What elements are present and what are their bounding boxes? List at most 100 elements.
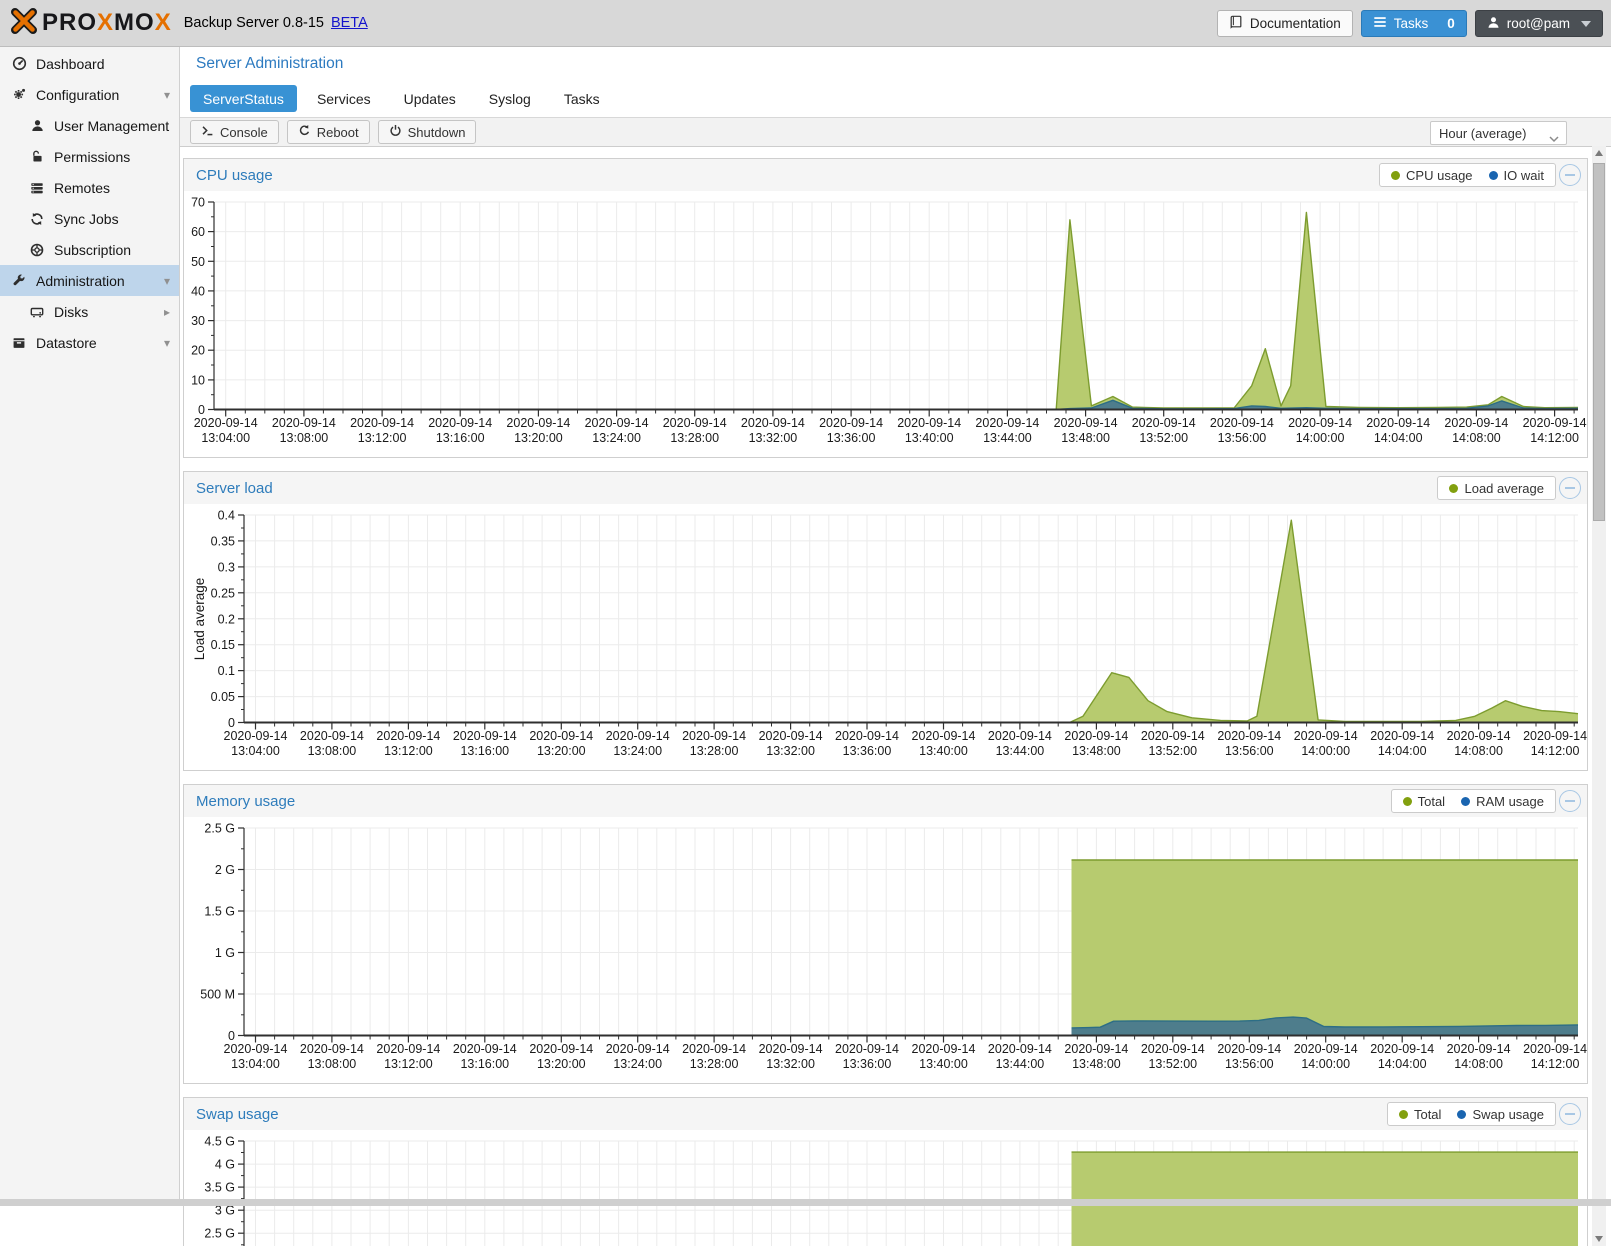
svg-text:13:48:00: 13:48:00 (1061, 431, 1110, 445)
console-button[interactable]: Console (190, 120, 279, 144)
sidebar-item-disks[interactable]: Disks ▸ (0, 296, 179, 327)
svg-text:0.4: 0.4 (218, 509, 235, 523)
legend-item[interactable]: Total (1402, 794, 1445, 809)
sidebar-item-remotes[interactable]: Remotes (0, 172, 179, 203)
svg-text:13:24:00: 13:24:00 (613, 1057, 662, 1071)
svg-text:2020-09-14: 2020-09-14 (376, 1042, 440, 1056)
tab-serverstatus[interactable]: ServerStatus (190, 85, 297, 112)
svg-text:2020-09-14: 2020-09-14 (350, 416, 414, 430)
svg-text:13:52:00: 13:52:00 (1139, 431, 1188, 445)
tab-syslog[interactable]: Syslog (488, 90, 531, 107)
datastore-icon (10, 336, 28, 350)
svg-text:70: 70 (191, 196, 205, 210)
svg-text:2020-09-14: 2020-09-14 (1132, 416, 1196, 430)
scroll-down-button[interactable] (1592, 1232, 1606, 1246)
time-range-select[interactable]: Hour (average) (1430, 121, 1567, 145)
sidebar-item-configuration[interactable]: Configuration ▾ (0, 79, 179, 110)
legend-item[interactable]: Total (1398, 1107, 1441, 1122)
svg-text:20: 20 (191, 344, 205, 358)
tab-services[interactable]: Services (316, 90, 371, 107)
svg-text:2020-09-14: 2020-09-14 (376, 729, 440, 743)
svg-text:2020-09-14: 2020-09-14 (1141, 1042, 1205, 1056)
sidebar-item-permissions[interactable]: Permissions (0, 141, 179, 172)
legend-item[interactable]: CPU usage (1391, 168, 1473, 183)
shutdown-button[interactable]: Shutdown (377, 120, 477, 144)
svg-text:30: 30 (191, 314, 205, 328)
svg-text:14:04:00: 14:04:00 (1374, 431, 1423, 445)
svg-text:0.05: 0.05 (211, 690, 235, 704)
svg-text:14:12:00: 14:12:00 (1531, 744, 1580, 758)
svg-text:0.1: 0.1 (218, 664, 235, 678)
collapse-panel-button[interactable] (1559, 790, 1581, 812)
tab-updates[interactable]: Updates (403, 90, 456, 107)
svg-text:14:00:00: 14:00:00 (1301, 744, 1350, 758)
svg-text:2020-09-14: 2020-09-14 (1366, 416, 1430, 430)
sidebar-item-administration[interactable]: Administration ▾ (0, 265, 179, 296)
legend-item[interactable]: Swap usage (1457, 1107, 1544, 1122)
chevron-down-icon (1581, 20, 1591, 27)
tab-tasks[interactable]: Tasks (563, 90, 600, 107)
scrollbar-thumb[interactable] (1593, 163, 1605, 521)
chevron-down-icon: ▾ (163, 87, 170, 102)
user-icon (1487, 16, 1500, 32)
svg-text:13:24:00: 13:24:00 (613, 744, 662, 758)
sidebar-item-dashboard[interactable]: Dashboard (0, 48, 179, 79)
svg-text:2020-09-14: 2020-09-14 (1444, 416, 1508, 430)
svg-text:13:12:00: 13:12:00 (384, 1057, 433, 1071)
legend-dot (1449, 483, 1459, 493)
svg-text:0.25: 0.25 (211, 586, 235, 600)
svg-text:13:12:00: 13:12:00 (384, 744, 433, 758)
vertical-scrollbar (1592, 146, 1606, 1246)
documentation-button[interactable]: Documentation (1216, 10, 1353, 37)
collapse-panel-button[interactable] (1559, 1103, 1581, 1125)
svg-text:13:28:00: 13:28:00 (690, 1057, 739, 1071)
panel-title: Server load (196, 479, 273, 497)
svg-text:14:08:00: 14:08:00 (1454, 744, 1503, 758)
chevron-down-icon: ▾ (163, 335, 170, 350)
scroll-up-button[interactable] (1592, 146, 1606, 160)
legend-dot (1461, 796, 1471, 806)
svg-text:13:56:00: 13:56:00 (1218, 431, 1267, 445)
legend-item[interactable]: RAM usage (1461, 794, 1544, 809)
svg-text:1.5 G: 1.5 G (204, 905, 235, 919)
svg-text:2020-09-14: 2020-09-14 (428, 416, 492, 430)
svg-text:0: 0 (198, 403, 205, 417)
svg-text:14:08:00: 14:08:00 (1454, 1057, 1503, 1071)
legend-dot (1488, 170, 1498, 180)
svg-text:2020-09-14: 2020-09-14 (224, 1042, 288, 1056)
svg-text:2020-09-14: 2020-09-14 (1064, 1042, 1128, 1056)
top-header: PROXMOX Backup Server 0.8-15 BETA Docume… (0, 0, 1611, 47)
svg-text:13:40:00: 13:40:00 (919, 1057, 968, 1071)
collapse-panel-button[interactable] (1559, 477, 1581, 499)
svg-text:14:12:00: 14:12:00 (1530, 431, 1579, 445)
svg-text:2020-09-14: 2020-09-14 (224, 729, 288, 743)
svg-text:2020-09-14: 2020-09-14 (897, 416, 961, 430)
svg-text:13:04:00: 13:04:00 (231, 744, 280, 758)
reboot-button[interactable]: Reboot (286, 120, 370, 144)
sidebar-item-sync-jobs[interactable]: Sync Jobs (0, 203, 179, 234)
svg-text:14:04:00: 14:04:00 (1378, 1057, 1427, 1071)
svg-text:4.5 G: 4.5 G (204, 1135, 235, 1149)
legend-item[interactable]: IO wait (1488, 168, 1544, 183)
panel-title: CPU usage (196, 166, 273, 184)
svg-text:2020-09-14: 2020-09-14 (606, 729, 670, 743)
svg-text:2020-09-14: 2020-09-14 (759, 729, 823, 743)
svg-text:0.15: 0.15 (211, 638, 235, 652)
svg-text:2020-09-14: 2020-09-14 (1294, 1042, 1358, 1056)
sidebar-item-datastore[interactable]: Datastore ▾ (0, 327, 179, 358)
svg-text:2020-09-14: 2020-09-14 (300, 1042, 364, 1056)
svg-text:4 G: 4 G (215, 1158, 235, 1172)
terminal-icon (201, 124, 214, 140)
sidebar-item-user-management[interactable]: User Management (0, 110, 179, 141)
sidebar-item-subscription[interactable]: Subscription (0, 234, 179, 265)
user-menu-button[interactable]: root@pam (1474, 10, 1603, 37)
svg-text:13:08:00: 13:08:00 (280, 431, 329, 445)
svg-text:50: 50 (191, 255, 205, 269)
beta-link[interactable]: BETA (330, 15, 368, 31)
collapse-panel-button[interactable] (1559, 164, 1581, 186)
svg-text:13:44:00: 13:44:00 (996, 744, 1045, 758)
svg-text:0.3: 0.3 (218, 560, 235, 574)
legend-item[interactable]: Load average (1449, 481, 1544, 496)
viewport-bottom-strip (0, 1199, 1611, 1206)
tasks-button[interactable]: Tasks 0 (1360, 10, 1467, 37)
